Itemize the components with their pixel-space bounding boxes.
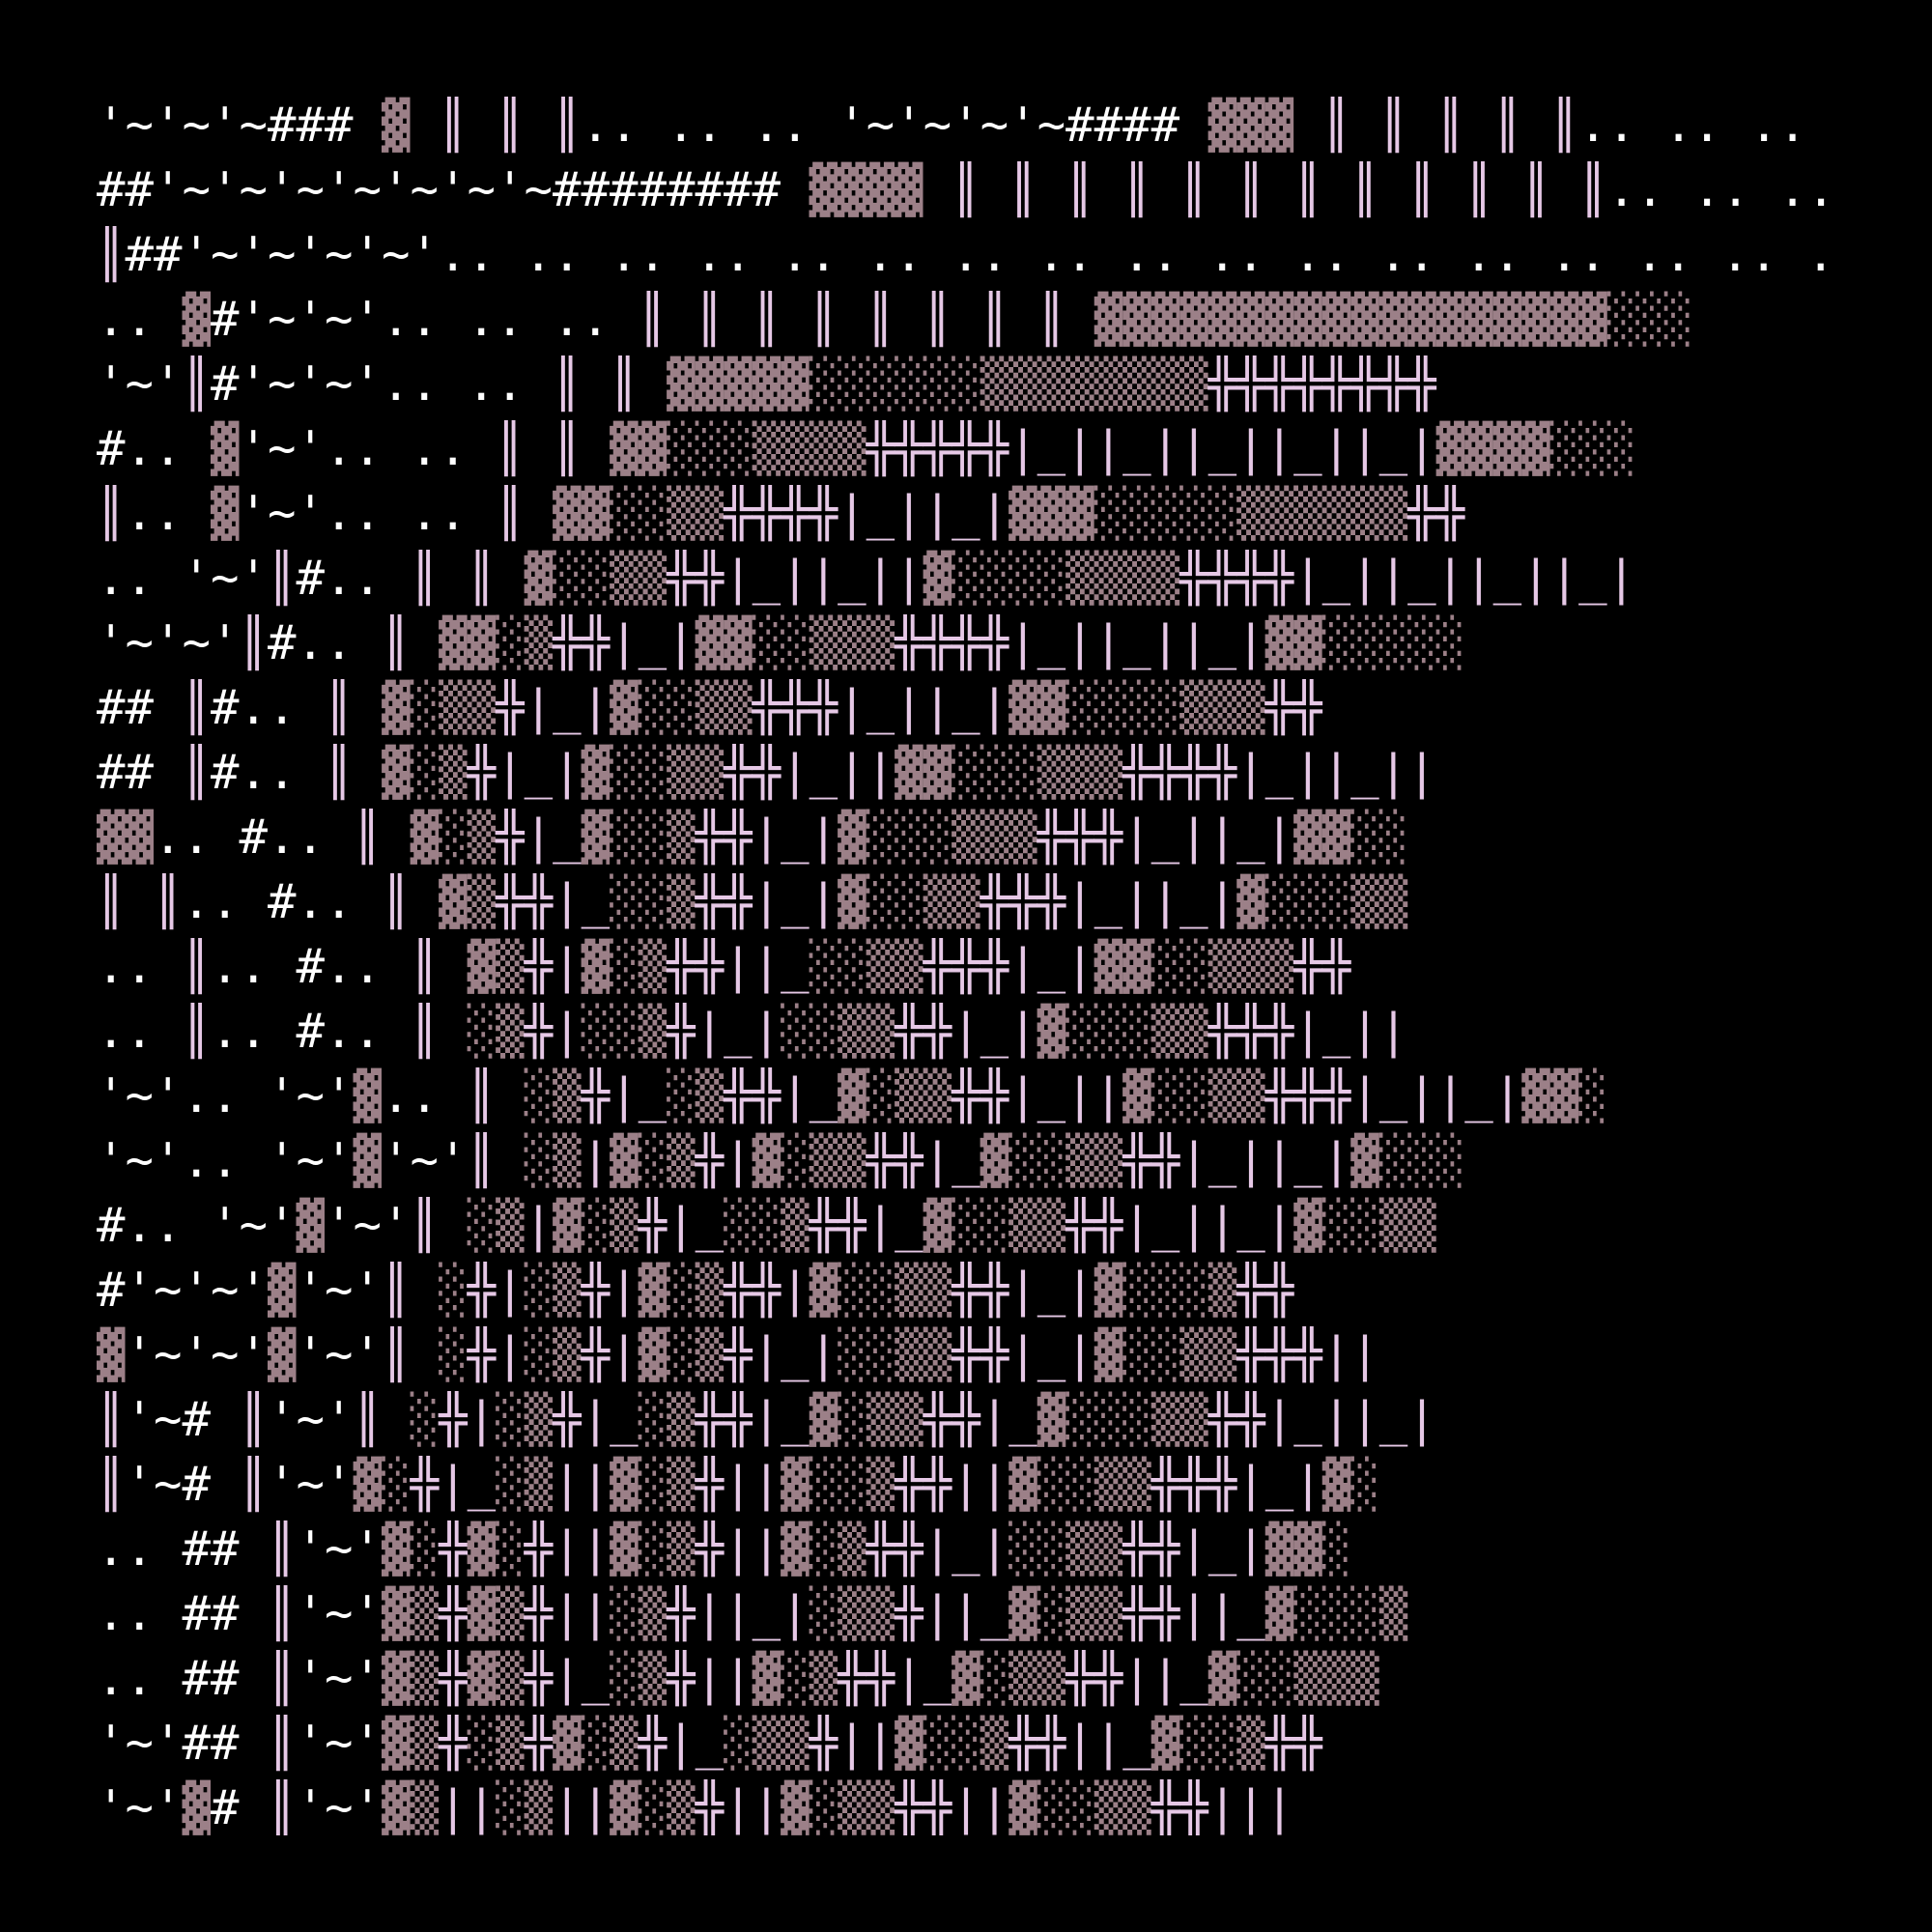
ascii-row: '~'~'~### ▓ ║ ║ ║.. .. .. '~'~'~'~#### ▓… bbox=[97, 98, 1835, 153]
ascii-row: '~'▓# ║'~'▓▒||░▒||▓░▒╬||▓░▒▒╬╬||▓░░▒▒╬╬|… bbox=[97, 1780, 1294, 1835]
ascii-row: ▓'~'~'▓'~'║ ░╬|░▒╬|▓░▒╬|_|░░▒▒╬╬|_|▓░░▒▒… bbox=[97, 1327, 1379, 1382]
ascii-row: ## ║#.. ║ ▓░▒╬|_|▓░░▒▒╬╬|_||▓▓░░░▒▒▒╬╬╬╬… bbox=[97, 745, 1436, 800]
ascii-row: ## ║#.. ║ ▓░▒▒╬|_|▓░░▒▒╬╬╬|_||_|▓▓░░░░▒▒… bbox=[97, 680, 1322, 735]
ascii-row: .. '~'║#.. ║ ║ ▓░░▒▒╬╬|_||_||▓░░░░▒▒▒▒╬╬… bbox=[97, 551, 1636, 606]
ascii-art: '~'~'~### ▓ ║ ║ ║.. .. .. '~'~'~'~#### ▓… bbox=[97, 97, 1835, 1835]
ascii-row: .. ## ║'~'▓▒╬▓▒╬||░▒╬||_|░▒▒╬||_▓░▒▒╬╬||… bbox=[97, 1586, 1408, 1641]
ascii-row: '~'.. '~'▓.. ║ ░▒╬|_░▒╬╬|_▓░▒▒╬╬|_||▓░░▒… bbox=[97, 1068, 1607, 1123]
ascii-row: #.. '~'▓'~'║ ░▒|▓░▒╬|_░░▒╬╬|_▓░░▒▒╬╬|_||… bbox=[97, 1198, 1436, 1253]
ascii-art-frame: '~'~'~### ▓ ║ ║ ║.. .. .. '~'~'~'~#### ▓… bbox=[97, 97, 1835, 1835]
ascii-row: .. ║.. #.. ║ ▓▒╬|▓░▒╬╬||_░░▒▒╬╬╬|_|▓▓░░▒… bbox=[97, 939, 1351, 994]
ascii-row: ║##'~'~'~'~'.. .. .. .. .. .. .. .. .. .… bbox=[97, 227, 1835, 282]
ascii-row: ##'~'~'~'~'~'~'~######## ▓▓▓▓ ║ ║ ║ ║ ║ … bbox=[97, 162, 1835, 217]
ascii-row: .. ## ║'~'▓░╬▓░╬||▓░▒╬||▓░▒╬╬|_|░░▒▒╬╬|_… bbox=[97, 1521, 1351, 1577]
ascii-row: '~'~'║#.. ║ ▓▓░▒╬╬|_|▓▓░░▒▒▒╬╬╬╬|_||_||_… bbox=[97, 615, 1465, 670]
ascii-row: ║.. ▓'~'.. .. ║ ▓▓░░▒▒╬╬╬╬|_||_|▓▓▓░░░░░… bbox=[97, 486, 1465, 541]
ascii-row: ║'~# ║'~'▓░╬|_░▒||▓░▒╬||▓░░▒╬╬||▓░░▒▒╬╬╬… bbox=[97, 1457, 1379, 1512]
ascii-row: .. ▓#'~'~'.. .. .. ║ ║ ║ ║ ║ ║ ║ ║ ▓▓▓▓▓… bbox=[97, 292, 1693, 347]
ascii-row: .. ## ║'~'▓▒╬▓▒╬|_░▒╬||▓░▒╬╬|_▓░▒▒╬╬||_▓… bbox=[97, 1651, 1379, 1706]
ascii-row: ▓▓.. #.. ║ ▓░▒╬|_▓░░▒╬╬|_|▓░░░▒▒▒╬╬╬|_||… bbox=[97, 810, 1408, 865]
ascii-row: ║ ║.. #.. ║ ▓▒╬╬|_░░▒╬╬|_|▓░░▒▒╬╬╬|_||_|… bbox=[97, 874, 1408, 929]
ascii-row: '~'║#'~'~'.. .. ║ ║ ▓▓▓▓▓░░░░░░▒▒▒▒▒▒▒▒╬… bbox=[97, 356, 1436, 412]
ascii-row: .. ║.. #.. ║ ░▒╬|░░▒╬|_|░░▒▒╬╬|_|▓░░░▒▒╬… bbox=[97, 1004, 1408, 1059]
ascii-row: #'~'~'▓'~'║ ░╬|░▒╬|▓░▒╬╬|▓░░▒▒╬╬|_|▓░░░▒… bbox=[97, 1263, 1294, 1318]
ascii-row: #.. ▓'~'.. .. ║ ║ ▓▓░░░▒▒▒▒╬╬╬╬╬|_||_||_… bbox=[97, 421, 1636, 476]
ascii-row: ║'~# ║'~'║ ░╬|░▒╬|_░▒╬╬|_▓░▒▒╬╬|_▓░░░▒▒╬… bbox=[97, 1392, 1436, 1447]
ascii-row: '~'## ║'~'▓▒╬░▒╬▓░▒╬|_░▒▒╬||▓░░▒╬╬||_▓░░… bbox=[97, 1716, 1322, 1771]
ascii-row: '~'.. '~'▓'~'║ ░▒|▓░▒╬|▓░▒▒╬╬|_▓░░▒▒╬╬|_… bbox=[97, 1133, 1465, 1188]
